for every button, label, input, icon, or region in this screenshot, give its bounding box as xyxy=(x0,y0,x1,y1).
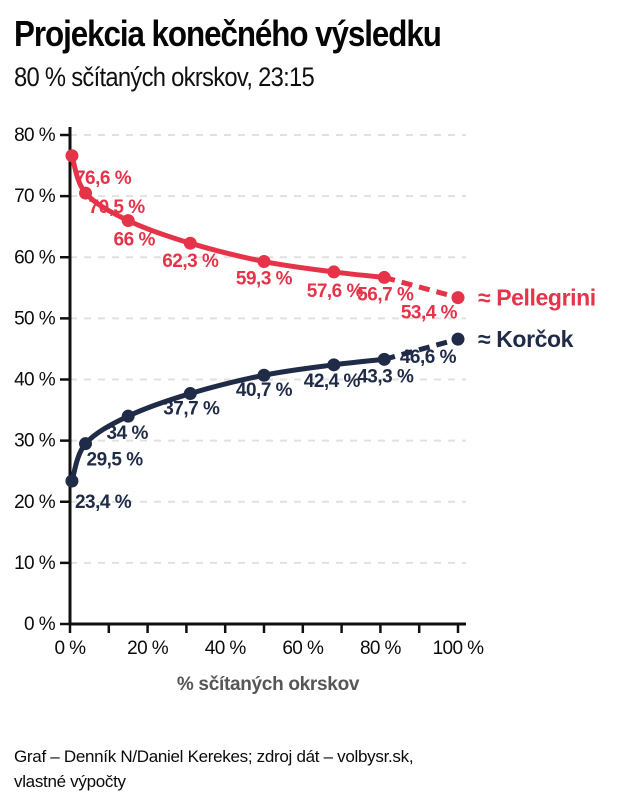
projection-line-chart: 0 % 10 % 20 % 30 % 40 % 50 % 60 % 70 % 80 % 0 % 20… xyxy=(14,125,596,695)
source-credit-line-1: Graf – Denník N/Daniel Kerekes; zdroj dá… xyxy=(14,747,414,766)
y-tick-label-20: 20 % xyxy=(14,492,56,513)
y-tick-label-10: 10 % xyxy=(14,553,56,574)
source-credit-line-2: vlastné výpočty xyxy=(14,772,126,791)
data-label-0-6: 56,7 % xyxy=(357,284,414,305)
x-tick-label-100: 100 % xyxy=(433,638,485,659)
legend-label-0: ≈ Pellegrini xyxy=(478,285,596,311)
data-point-0-5 xyxy=(327,265,341,279)
data-label-1-4: 40,7 % xyxy=(236,380,293,401)
data-point-0-6 xyxy=(377,270,391,284)
projection-label-0: 53,4 % xyxy=(401,303,458,324)
data-point-0-1 xyxy=(79,186,93,200)
projection-point-1 xyxy=(451,332,465,346)
x-tick-label-60: 60 % xyxy=(282,638,324,659)
data-label-1-3: 37,7 % xyxy=(163,399,220,420)
data-point-1-6 xyxy=(377,352,391,366)
projection-line-1 xyxy=(383,336,459,362)
data-label-0-4: 59,3 % xyxy=(236,269,293,290)
projection-point-0 xyxy=(451,291,465,305)
data-point-0-3 xyxy=(183,236,197,250)
data-point-1-0 xyxy=(65,474,79,488)
legend-label-1: ≈ Korčok xyxy=(478,326,574,352)
y-tick-label-50: 50 % xyxy=(14,308,56,329)
data-label-1-5: 42,4 % xyxy=(304,371,361,392)
data-label-1-1: 29,5 % xyxy=(87,450,144,471)
projection-label-1: 46,6 % xyxy=(400,347,457,368)
data-point-1-2 xyxy=(121,409,135,423)
y-tick-label-0: 0 % xyxy=(24,614,56,635)
projection-line-0 xyxy=(383,275,459,301)
data-point-1-4 xyxy=(257,368,271,382)
data-label-0-0: 76,6 % xyxy=(75,168,132,189)
data-point-1-5 xyxy=(327,358,341,372)
data-label-0-3: 62,3 % xyxy=(162,251,219,272)
data-label-0-5: 57,6 % xyxy=(307,281,364,302)
x-tick-label-0: 0 % xyxy=(55,638,87,659)
chart-subtitle: 80 % sčítaných okrskov, 23:15 xyxy=(14,62,315,92)
data-label-1-2: 34 % xyxy=(107,423,149,444)
data-label-0-1: 70,5 % xyxy=(89,197,146,218)
data-label-1-0: 23,4 % xyxy=(75,492,132,513)
data-point-1-3 xyxy=(183,387,197,401)
y-tick-label-60: 60 % xyxy=(14,247,56,268)
data-point-0-0 xyxy=(65,149,79,163)
data-label-0-2: 66 % xyxy=(114,230,156,251)
y-tick-label-70: 70 % xyxy=(14,186,56,207)
x-tick-label-40: 40 % xyxy=(205,638,247,659)
data-point-0-4 xyxy=(257,255,271,269)
chart-title: Projekcia konečného výsledku xyxy=(14,13,442,54)
x-axis-title: % sčítaných okrskov xyxy=(177,674,360,695)
y-tick-label-40: 40 % xyxy=(14,370,56,391)
data-point-0-2 xyxy=(121,214,135,228)
data-point-1-1 xyxy=(79,437,93,451)
source-credit: Graf – Denník N/Daniel Kerekes; zdroj dá… xyxy=(14,744,414,794)
y-tick-label-80: 80 % xyxy=(14,125,56,146)
y-tick-label-30: 30 % xyxy=(14,431,56,452)
x-tick-label-20: 20 % xyxy=(127,638,169,659)
x-tick-label-80: 80 % xyxy=(360,638,402,659)
data-label-1-6: 43,3 % xyxy=(357,366,414,387)
